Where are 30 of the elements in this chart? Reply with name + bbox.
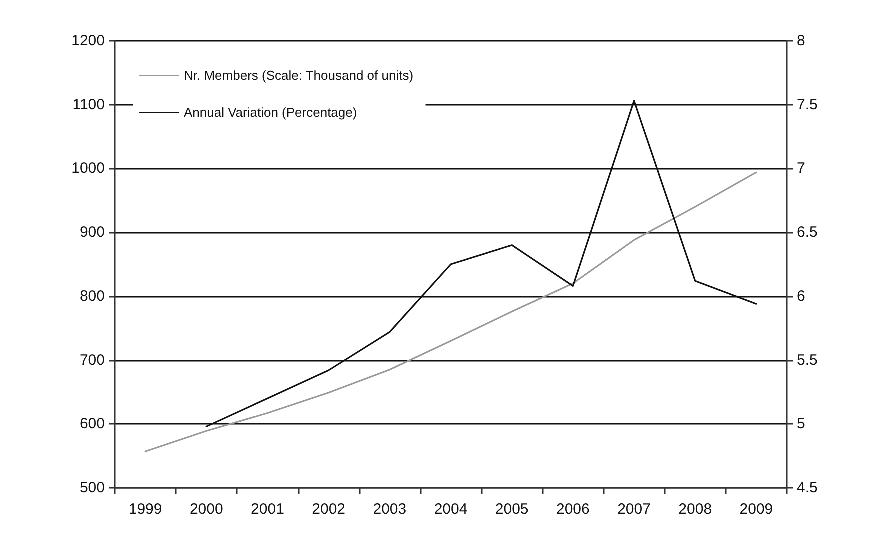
y2-tick-label: 5 [797, 416, 806, 433]
line-series [144, 172, 758, 452]
y-tick-label: 800 [80, 288, 105, 305]
x-tick-label: 2000 [190, 501, 224, 518]
x-tick-label: 2009 [740, 501, 774, 518]
x-tick-label: 2006 [556, 501, 590, 518]
legend-label: Annual Variation (Percentage) [184, 105, 358, 120]
y2-tick-label: 4.5 [797, 480, 818, 496]
x-tick-label: 2002 [312, 501, 346, 518]
y-tick-label: 1000 [72, 160, 105, 178]
x-tick-label: 2007 [618, 501, 651, 518]
y-tick-label: 1100 [72, 96, 105, 114]
y2-tick-label: 5.5 [797, 352, 818, 369]
y2-tick-label: 6.5 [797, 224, 818, 242]
y-tick-label: 500 [80, 480, 105, 496]
x-tick-label: 2005 [495, 501, 529, 518]
y2-tick-label: 6 [797, 288, 806, 305]
y2-tick-label: 8 [797, 32, 806, 50]
y-tick-label: 700 [80, 352, 105, 369]
x-tick-label: 2004 [434, 501, 468, 518]
x-tick-label: 1999 [128, 501, 162, 518]
y2-tick-label: 7 [797, 160, 806, 178]
y2-tick-label: 7.5 [797, 96, 818, 114]
legend-label: Nr. Members (Scale: Thousand of units) [184, 68, 414, 83]
y-tick-label: 600 [80, 416, 105, 433]
x-tick-label: 2003 [373, 501, 407, 518]
y-tick-label: 1200 [72, 32, 105, 50]
x-tick-label: 2008 [678, 501, 712, 518]
y-tick-label: 900 [80, 224, 105, 242]
x-tick-label: 2001 [251, 501, 284, 518]
